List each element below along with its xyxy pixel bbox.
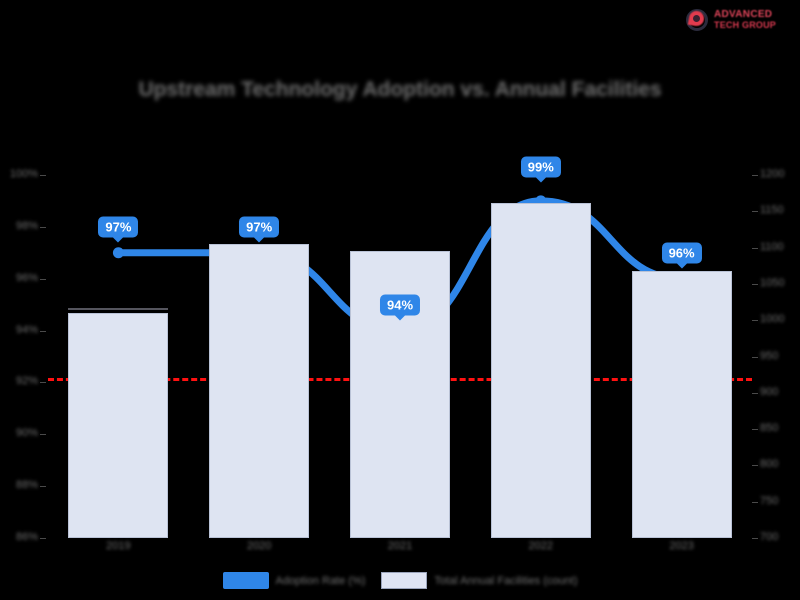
tick-mark	[752, 538, 758, 539]
data-label-2020: 97%	[239, 216, 280, 243]
x-label-2019: 2019	[106, 540, 131, 552]
x-label-2022: 2022	[528, 540, 554, 552]
tick-mark	[40, 278, 46, 280]
tick-mark	[752, 501, 758, 503]
y-tick-right-8: 800	[760, 458, 779, 471]
logo-line-2: TECH GROUP	[714, 19, 777, 30]
tick-mark	[40, 330, 46, 332]
legend-item-bar[interactable]: Total Annual Facilities (count)	[381, 572, 577, 589]
logo-mark-icon	[684, 7, 710, 33]
y-tick-right-2: 1100	[760, 240, 784, 253]
tick-mark	[752, 356, 758, 358]
y-tick-left-6: 88%	[15, 479, 38, 492]
y-axis-right: 1200 1150 1100 1050 1000 950 900 850 800 750 700	[752, 168, 800, 543]
tick-mark	[752, 211, 758, 213]
y-tick-right-10: 700	[760, 531, 779, 543]
brand-logo: ADVANCED TECH GROUP	[684, 5, 792, 35]
y-tick-left-4: 92%	[15, 375, 38, 388]
y-tick-right-1: 1150	[760, 204, 784, 217]
y-tick-right-7: 850	[760, 422, 779, 435]
bar-2019[interactable]	[68, 312, 169, 538]
logo-line-1: ADVANCED	[714, 9, 773, 21]
y-tick-right-6: 900	[760, 385, 779, 398]
y-tick-right-9: 750	[760, 494, 779, 507]
y-tick-left-5: 90%	[15, 427, 38, 440]
y-tick-left-0: 100%	[9, 168, 38, 180]
y-tick-right-4: 1000	[760, 313, 785, 326]
tick-mark	[40, 434, 46, 436]
tick-mark	[40, 175, 46, 176]
legend-label-line: Adoption Rate (%)	[275, 574, 366, 587]
y-tick-right-3: 1050	[760, 276, 785, 289]
tick-mark	[752, 283, 758, 285]
data-label-2019: 97%	[98, 216, 139, 243]
tick-mark	[40, 226, 46, 228]
bar-2022[interactable]	[490, 202, 591, 538]
x-label-2020: 2020	[246, 540, 272, 552]
y-tick-right-5: 950	[760, 349, 779, 362]
tick-mark	[752, 465, 758, 467]
bar-2020[interactable]	[209, 243, 310, 538]
tick-mark	[752, 429, 758, 431]
line-marker-2019[interactable]	[112, 247, 124, 259]
tick-mark	[752, 392, 758, 394]
y-axis-left: 100% 98% 96% 94% 92% 90% 88% 86%	[0, 168, 46, 543]
legend-swatch-bar	[381, 572, 428, 589]
x-axis-labels: 2019 2020 2021 2022 2023	[48, 540, 752, 558]
x-label-2023: 2023	[669, 540, 694, 552]
y-tick-left-1: 98%	[15, 219, 38, 232]
chart-title: Upstream Technology Adoption vs. Annual …	[138, 78, 662, 101]
y-tick-left-3: 94%	[15, 323, 38, 336]
chart-legend: Adoption Rate (%) Total Annual Facilitie…	[0, 572, 800, 589]
y-tick-right-0: 1200	[760, 168, 785, 180]
x-label-2021: 2021	[387, 540, 413, 552]
tick-mark	[752, 175, 758, 176]
bar-2023[interactable]	[631, 270, 732, 538]
y-tick-left-2: 96%	[15, 271, 38, 284]
legend-item-line[interactable]: Adoption Rate (%)	[222, 572, 366, 589]
tick-mark	[40, 382, 46, 384]
logo-wordmark: ADVANCED TECH GROUP	[714, 9, 777, 30]
bar-cap-line	[68, 307, 169, 310]
tick-mark	[40, 486, 46, 488]
tick-mark	[40, 538, 46, 539]
y-tick-left-7: 86%	[15, 531, 38, 543]
legend-swatch-line	[222, 572, 269, 589]
plot-area: 97% 97% 94% 99% 96%	[48, 156, 752, 538]
data-label-2022: 99%	[520, 156, 561, 183]
data-label-2023: 96%	[661, 242, 702, 269]
tick-mark	[752, 247, 758, 249]
data-label-2021: 94%	[379, 294, 421, 321]
tick-mark	[752, 320, 758, 322]
legend-label-bar: Total Annual Facilities (count)	[434, 574, 578, 587]
